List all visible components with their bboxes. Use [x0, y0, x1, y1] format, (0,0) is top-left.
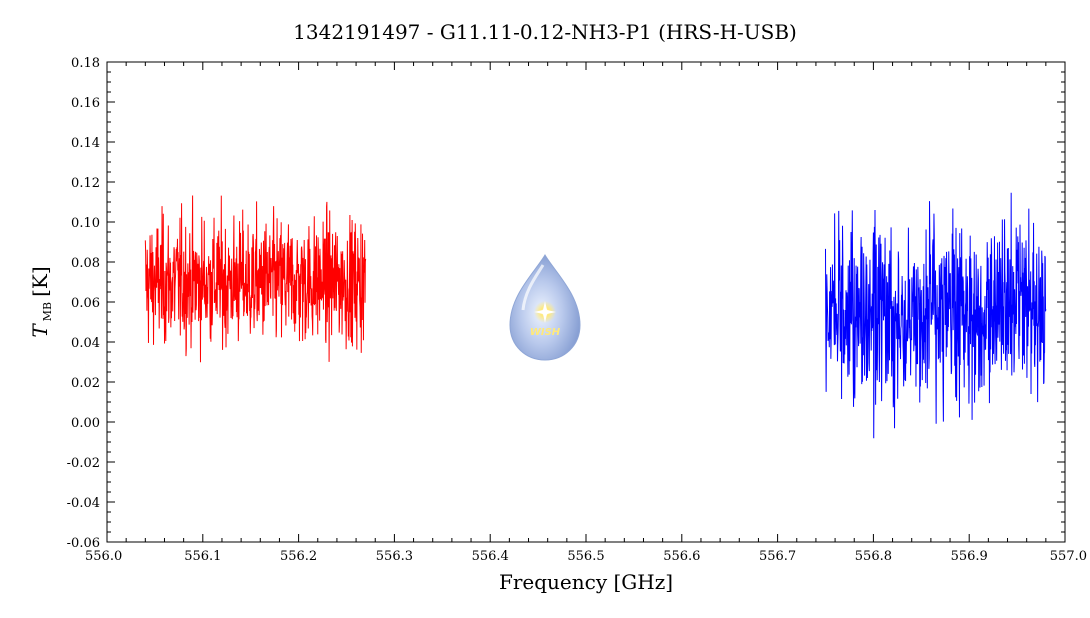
y-axis-label-unit: [K]	[28, 266, 52, 297]
y-tick-label: -0.06	[67, 536, 100, 551]
y-tick-label: 0.12	[71, 176, 100, 191]
x-tick-label: 556.6	[663, 549, 700, 564]
y-tick-label: -0.02	[67, 456, 100, 471]
y-tick-label: -0.04	[67, 496, 100, 511]
x-tick-label: 557.0	[1050, 549, 1087, 564]
y-tick-label: 0.10	[71, 216, 100, 231]
y-axis-label-sub: MB	[41, 302, 54, 321]
y-tick-label: 0.08	[71, 256, 100, 271]
x-tick-label: 556.1	[184, 549, 221, 564]
wish-logo: WISH	[509, 254, 581, 361]
y-tick-label: 0.04	[71, 336, 100, 351]
y-axis-label: T MB [K]	[28, 266, 54, 337]
y-tick-label: 0.18	[71, 56, 100, 71]
spectrum-series-2	[825, 192, 1047, 439]
y-axis-label-main: T	[28, 323, 52, 338]
x-tick-label: 556.3	[376, 549, 413, 564]
svg-text:TMB[K]: T MB [K]	[28, 266, 54, 337]
y-tick-label: 0.00	[71, 416, 100, 431]
x-tick-label: 556.7	[759, 549, 796, 564]
x-tick-label: 556.4	[472, 549, 509, 564]
chart-title: 1342191497 - G11.11-0.12-NH3-P1 (HRS-H-U…	[293, 20, 797, 44]
y-tick-label: 0.16	[71, 96, 100, 111]
plot-area	[144, 192, 1047, 439]
x-tick-label: 556.5	[567, 549, 604, 564]
x-axis-label: Frequency [GHz]	[499, 570, 673, 594]
plot-frame	[106, 61, 1066, 543]
y-tick-label: 0.14	[71, 136, 100, 151]
x-tick-label: 556.0	[85, 549, 122, 564]
x-tick-label: 556.8	[855, 549, 892, 564]
x-axis: 556.0 556.1 556.2 556.3 556.4 556.5 556.6 556.7…	[85, 62, 1087, 564]
y-tick-label: 0.02	[71, 376, 100, 391]
y-tick-label: 0.06	[71, 296, 100, 311]
spectrum-series-1	[144, 195, 367, 363]
y-axis: -0.06 -0.04 -0.02 0.00 0.02 0.04 0.06 0.08 0.10 0…	[67, 56, 1065, 551]
logo-text: WISH	[530, 327, 561, 338]
x-tick-label: 556.9	[951, 549, 988, 564]
x-tick-label: 556.2	[280, 549, 317, 564]
